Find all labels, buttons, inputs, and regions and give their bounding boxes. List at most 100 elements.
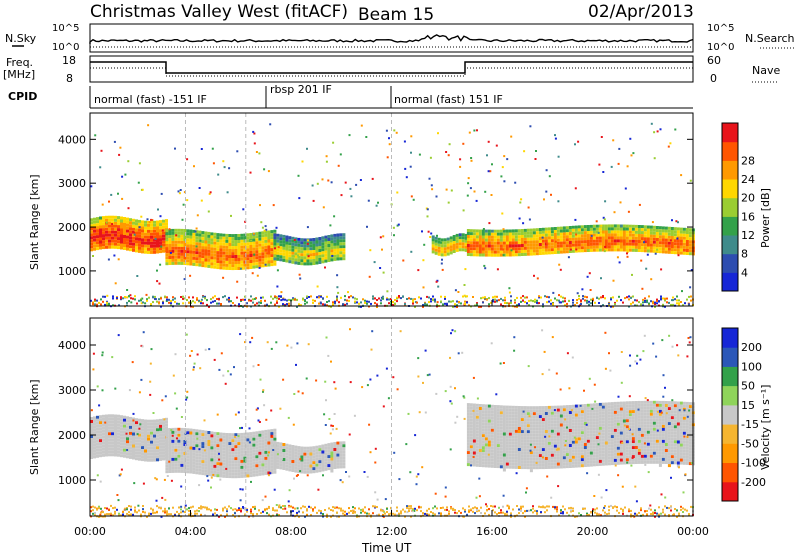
data-cell [159,430,162,434]
data-cell [523,433,527,437]
data-cell [114,414,117,418]
data-cell [165,449,169,453]
data-cell [550,423,554,427]
data-cell [120,427,123,431]
data-cell [303,247,307,251]
noise-cell [546,242,549,245]
data-cell [559,226,563,230]
noise-cell [292,255,295,258]
data-cell [312,250,316,253]
data-cell [455,248,459,252]
near-range-cell [602,304,604,307]
data-cell [493,438,497,441]
data-cell [246,260,250,264]
noise-cell [674,128,677,131]
data-cell [589,433,593,437]
data-cell [294,454,298,458]
data-cell [249,266,253,269]
data-cell [604,248,608,252]
data-cell [282,252,286,256]
near-range-cell [282,298,284,301]
data-cell [297,455,301,459]
data-cell [472,442,476,446]
data-cell [231,451,235,455]
near-range-cell [206,303,208,306]
near-range-cell [312,301,314,304]
data-cell [147,434,150,438]
data-cell [676,239,680,243]
data-cell [550,408,554,412]
data-cell [520,238,524,241]
data-cell [171,463,175,467]
data-cell [589,412,593,416]
data-cell [198,245,202,249]
data-cell [640,249,644,253]
data-cell [592,248,596,252]
data-cell [201,264,205,268]
data-cell [123,451,126,455]
data-cell [162,421,165,425]
data-cell [294,246,298,250]
data-cell [243,462,247,466]
data-cell [123,439,126,443]
data-cell [150,250,153,254]
data-cell [333,239,337,243]
data-cell [466,445,470,449]
data-cell [105,435,108,439]
data-cell [559,229,563,233]
data-cell [279,252,283,256]
data-cell [547,408,551,412]
data-cell [464,239,468,243]
data-cell [499,420,503,424]
data-cell [240,254,244,258]
data-cell [144,446,147,450]
data-cell [541,451,545,455]
noise-cell [429,156,432,159]
data-cell [577,422,581,426]
near-range-cell [482,301,484,304]
near-range-cell [210,301,212,304]
data-cell [511,462,515,466]
data-cell [434,242,438,246]
data-cell [514,238,518,242]
data-cell [99,231,102,235]
data-cell [288,447,292,451]
data-cell [532,249,536,253]
data-cell [481,434,485,438]
data-cell [517,241,521,245]
data-cell [150,437,153,441]
data-cell [156,244,159,248]
data-cell [523,240,527,244]
data-cell [583,458,587,461]
noise-cell [239,267,242,270]
near-range-cell [192,296,194,299]
data-cell [198,251,202,255]
data-cell [541,448,545,452]
data-cell [258,258,262,262]
near-range-cell [554,297,556,300]
data-cell [210,467,214,471]
data-cell [333,236,337,240]
data-cell [676,248,680,252]
data-cell [321,444,325,448]
data-cell [171,237,175,241]
colorbar-frame [721,122,739,292]
data-cell [168,247,172,250]
data-cell [577,237,581,241]
data-cell [487,449,491,453]
near-range-cell [280,295,282,298]
data-cell [90,224,93,228]
data-cell [646,246,650,250]
data-cell [228,234,232,237]
data-cell [171,436,175,440]
data-cell [306,256,310,260]
data-cell [171,255,175,259]
data-cell [496,414,500,418]
data-cell [613,248,617,252]
data-cell [105,450,108,454]
near-range-cell [484,297,486,300]
data-cell [132,233,135,237]
data-cell [249,245,253,248]
data-cell [240,441,244,445]
near-range-cell [416,301,418,304]
